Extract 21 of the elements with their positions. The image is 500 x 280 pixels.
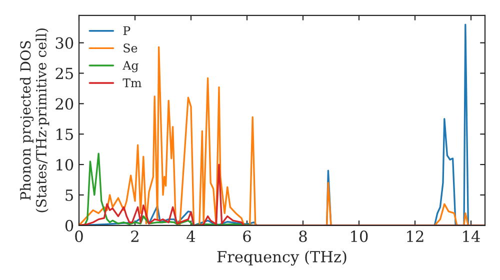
y-tick-label: 25 bbox=[56, 68, 73, 80]
y-tick-label: 10 bbox=[56, 158, 74, 171]
x-tick-label: 14 bbox=[463, 230, 480, 242]
x-tick-label: 6 bbox=[243, 230, 251, 242]
x-tick-label: 8 bbox=[299, 230, 307, 242]
x-tick-label: 10 bbox=[351, 230, 368, 242]
x-tick-label: 4 bbox=[186, 230, 196, 242]
y-axis-title: Phonon projected DOS (States/THz·primitive cell) bbox=[20, 28, 50, 212]
x-tick-label: 0 bbox=[75, 230, 83, 242]
y-tick-label: 20 bbox=[56, 98, 74, 110]
legend-label: Se bbox=[124, 44, 138, 52]
legend-label: Ag bbox=[122, 61, 138, 72]
x-axis-title: Frequency (THz) bbox=[217, 250, 346, 266]
legend-label: P bbox=[123, 26, 130, 35]
legend-label: Tm bbox=[122, 78, 142, 88]
y-tick-label: 0 bbox=[65, 220, 74, 232]
y-tick-label: 15 bbox=[56, 128, 73, 140]
y-tick-label: 30 bbox=[56, 37, 74, 49]
x-tick-label: 2 bbox=[131, 230, 138, 242]
x-tick-label: 12 bbox=[407, 230, 424, 242]
y-tick-label: 5 bbox=[66, 190, 73, 201]
